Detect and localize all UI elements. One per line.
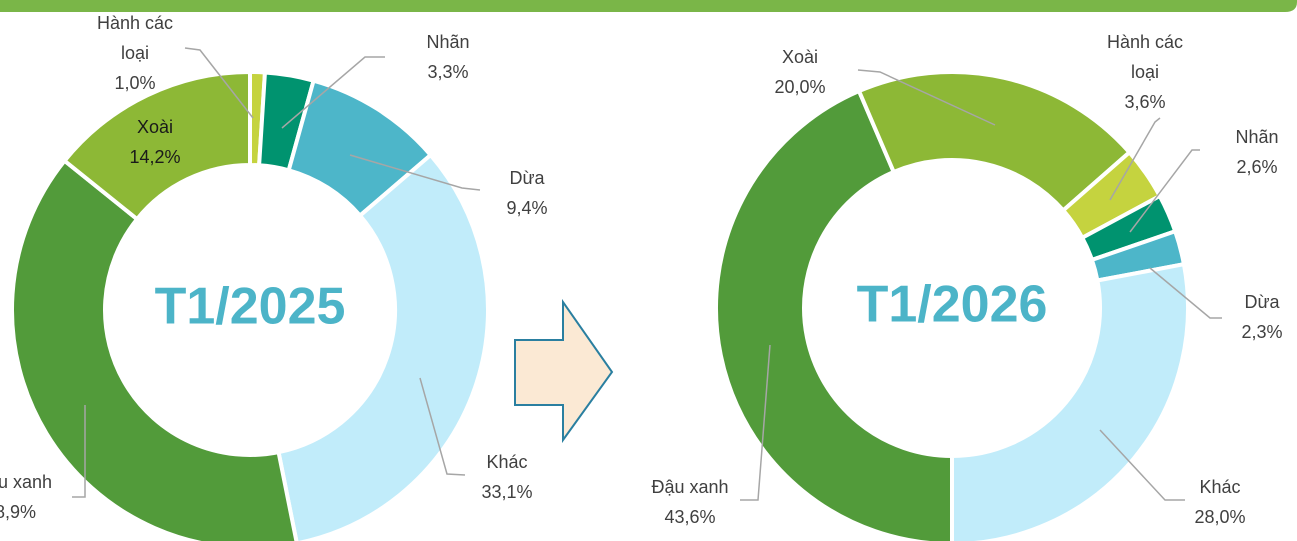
slice-label: Xoài [781, 47, 819, 67]
slice-value-label: 20,0% [774, 77, 826, 97]
leader-line [1129, 149, 1200, 233]
header-bar [0, 0, 1297, 12]
slice-label: Nhãn [426, 32, 470, 52]
slice-value-label: 3,3% [427, 62, 469, 82]
leader-line [1109, 117, 1161, 201]
center-label: T1/2025 [155, 278, 346, 336]
slice-value-label: 14,2% [129, 147, 181, 167]
slice-value-label: 1,0% [114, 73, 156, 93]
arrow [514, 298, 614, 444]
slice-label: Xoài [136, 117, 174, 137]
donut-slice [10, 157, 299, 541]
slice-label: Khác [486, 452, 528, 472]
donut-slice [856, 70, 1133, 214]
leader-line [740, 344, 771, 501]
slice-label: Đậu xanh [651, 477, 729, 497]
slice-value-label: 9,4% [506, 198, 548, 218]
donut-slice [276, 152, 490, 541]
slice-value-label: 33,1% [481, 482, 533, 502]
slice-label: Dừa [509, 168, 545, 188]
leader-line [857, 69, 996, 126]
slice-label: Dừa [1244, 292, 1280, 312]
leader-line [184, 47, 254, 119]
slice-label: Hành các loại [1106, 32, 1184, 82]
slice-value-label: 28,0% [1194, 507, 1246, 527]
leader-line [72, 405, 86, 498]
slice-value-label: 2,6% [1236, 157, 1278, 177]
leader-line [349, 154, 481, 191]
slice-value-label: 43,6% [664, 507, 716, 527]
slice-value-label: 3,6% [1124, 92, 1166, 112]
slice-value-label: 38,9% [0, 502, 36, 522]
leader-line [281, 56, 385, 129]
slice-label: Nhãn [1235, 127, 1279, 147]
slice-label: Đậu xanh [0, 472, 52, 492]
leader-line [419, 377, 466, 476]
center-label: T1/2026 [857, 276, 1048, 334]
slice-label: Khác [1199, 477, 1241, 497]
leader-line [1149, 267, 1222, 319]
donut-slice [950, 261, 1190, 541]
donut-slice [714, 88, 954, 541]
slice-label: Hành các loại [96, 13, 174, 63]
leader-line [1099, 429, 1185, 501]
donut-slice [61, 69, 252, 222]
slice-value-label: 2,3% [1241, 322, 1283, 342]
